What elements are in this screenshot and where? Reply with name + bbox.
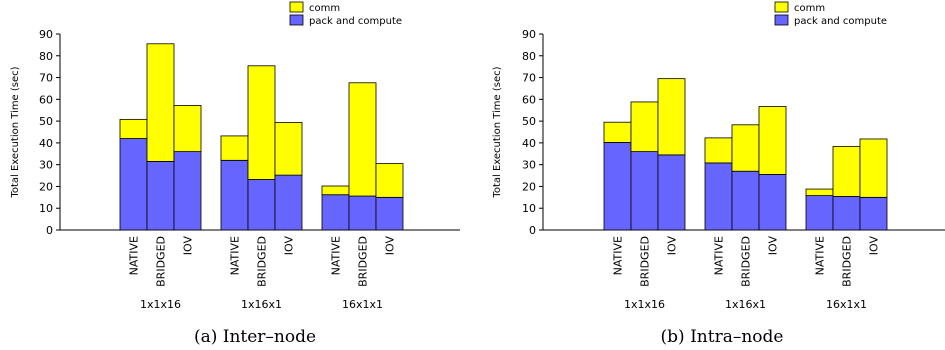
bar-pack-and-compute [731, 170, 760, 231]
chart-caption: (a) Inter–node [194, 327, 316, 347]
bar-pack-and-compute [859, 196, 888, 231]
bar-label: NATIVE [713, 236, 726, 275]
y-axis-label: Total Execution Time (sec) [492, 66, 503, 198]
bar-label: IOV [666, 236, 679, 256]
bar-comm [247, 65, 276, 180]
y-tick-label: 40 [39, 137, 53, 150]
y-tick-label: 0 [529, 224, 536, 237]
bar-comm [657, 78, 686, 156]
y-tick-label: 90 [522, 28, 536, 41]
bar-pack-and-compute [603, 142, 632, 231]
bar-pack-and-compute [146, 160, 175, 231]
legend-label-0: comm [794, 3, 825, 14]
bar-label: IOV [767, 236, 780, 256]
y-tick-label: 60 [39, 93, 53, 106]
legend-swatch-1 [774, 14, 789, 26]
group-label: 1x16x1 [241, 298, 282, 311]
bar-label: NATIVE [330, 236, 343, 275]
y-tick-label: 90 [39, 28, 53, 41]
bar-label: BRIDGED [256, 236, 269, 287]
bar-comm [375, 163, 404, 198]
bar-pack-and-compute [704, 162, 733, 231]
bar-pack-and-compute [657, 154, 686, 231]
group-label: 1x1x16 [624, 298, 665, 311]
bar-comm [603, 121, 632, 143]
bar-label: NATIVE [814, 236, 827, 275]
bar-label: NATIVE [229, 236, 242, 275]
y-tick-label: 80 [522, 50, 536, 63]
y-tick-label: 70 [522, 72, 536, 85]
bar-pack-and-compute [274, 174, 303, 231]
y-tick-label: 50 [39, 115, 53, 128]
bar-pack-and-compute [348, 195, 377, 231]
bar-comm [805, 188, 834, 196]
bar-comm [119, 118, 148, 139]
bar-comm [859, 138, 888, 198]
legend-label-0: comm [309, 3, 340, 14]
bar-pack-and-compute [173, 151, 202, 231]
y-tick-label: 0 [46, 224, 53, 237]
bar-comm [704, 137, 733, 164]
bar-label: BRIDGED [639, 236, 652, 287]
bar-label: BRIDGED [740, 236, 753, 287]
bar-pack-and-compute [247, 179, 276, 231]
y-tick-label: 20 [39, 180, 53, 193]
y-tick-label: 80 [39, 50, 53, 63]
bar-label: BRIDGED [357, 236, 370, 287]
bar-label: IOV [868, 236, 881, 256]
bar-label: BRIDGED [155, 236, 168, 287]
legend-swatch-0 [774, 1, 789, 13]
group-label: 16x1x1 [342, 298, 383, 311]
group-label: 16x1x1 [826, 298, 867, 311]
bar-pack-and-compute [805, 195, 834, 231]
group-label: 1x16x1 [725, 298, 766, 311]
y-tick-label: 70 [39, 72, 53, 85]
bar-comm [146, 43, 175, 162]
bar-label: IOV [182, 236, 195, 256]
legend-swatch-1 [289, 14, 304, 26]
bar-comm [731, 124, 760, 172]
y-axis-label: Total Execution Time (sec) [10, 66, 21, 198]
bar-label: IOV [384, 236, 397, 256]
y-tick-label: 30 [522, 159, 536, 172]
bar-pack-and-compute [758, 174, 787, 231]
y-tick-label: 20 [522, 180, 536, 193]
bar-comm [348, 82, 377, 197]
bar-comm [758, 106, 787, 175]
bar-comm [274, 122, 303, 176]
y-tick-label: 50 [522, 115, 536, 128]
bar-label: NATIVE [128, 236, 141, 275]
y-tick-label: 40 [522, 137, 536, 150]
bar-pack-and-compute [832, 196, 861, 231]
chart-caption: (b) Intra–node [661, 327, 784, 347]
bar-label: NATIVE [612, 236, 625, 275]
y-tick-label: 60 [522, 93, 536, 106]
bar-comm [321, 185, 350, 196]
y-tick-label: 10 [522, 202, 536, 215]
y-tick-label: 30 [39, 159, 53, 172]
bar-pack-and-compute [220, 159, 249, 231]
bar-pack-and-compute [119, 138, 148, 231]
bar-comm [630, 101, 659, 152]
bar-pack-and-compute [630, 151, 659, 231]
bar-pack-and-compute [375, 196, 404, 231]
chart-intra-node: comm pack and compute Total Execution Time… [492, 1, 945, 347]
bar-label: IOV [283, 236, 296, 256]
legend-label-1: pack and compute [309, 16, 402, 27]
bar-comm [832, 145, 861, 197]
legend-label-1: pack and compute [794, 16, 887, 27]
group-label: 1x1x16 [140, 298, 181, 311]
y-tick-label: 10 [39, 202, 53, 215]
chart-inter-node: comm pack and compute Total Execution Time… [10, 1, 460, 347]
bar-comm [173, 105, 202, 153]
legend-swatch-0 [289, 1, 304, 13]
bar-comm [220, 135, 249, 161]
bar-pack-and-compute [321, 194, 350, 231]
bar-label: BRIDGED [841, 236, 854, 287]
